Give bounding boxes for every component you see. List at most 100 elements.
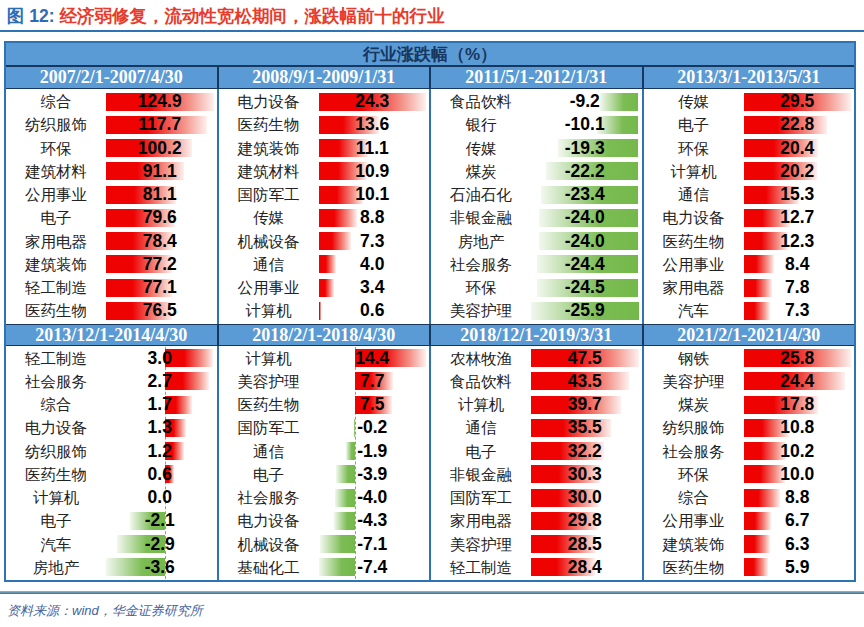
industry-name: 电力设备 [219,509,319,532]
bottom-divider [0,591,864,594]
industry-name: 轻工制造 [431,556,531,579]
industry-name: 石油石化 [431,183,531,206]
industry-name: 建筑装饰 [644,533,744,556]
bar-cell: 7.5 [319,393,427,416]
industry-name: 公用事业 [644,509,744,532]
value-label: 0.6 [319,299,427,322]
industry-row: 电子22.8 [644,113,855,136]
bar-cell: 17.8 [744,393,852,416]
industry-row: 计算机14.4 [219,347,430,370]
bar-cell: 39.7 [531,393,639,416]
industry-row: 计算机39.7 [431,393,642,416]
industry-row: 通信4.0 [219,253,430,276]
industry-name: 电子 [219,463,319,486]
value-label: 77.1 [106,276,214,299]
bar-cell: 91.1 [106,160,214,183]
bar-cell: 35.5 [531,416,639,439]
industry-row: 电子-2.1 [6,509,217,532]
bar-cell: 12.7 [744,206,852,229]
industry-name: 房地产 [431,230,531,253]
industry-name: 汽车 [644,299,744,322]
industry-name: 医药生物 [644,556,744,579]
industry-row: 电子-3.9 [219,463,430,486]
industry-row: 轻工制造77.1 [6,276,217,299]
value-label: -22.2 [531,160,639,183]
bar-cell: -4.3 [319,509,427,532]
industry-row: 食品饮料-9.2 [431,90,642,113]
industry-name: 环保 [644,137,744,160]
bar-cell: 7.7 [319,370,427,393]
bar-cell: -7.4 [319,556,427,579]
bar-cell: 10.1 [319,183,427,206]
value-label: 47.5 [531,347,639,370]
value-label: 124.9 [106,90,214,113]
industry-name: 汽车 [6,533,106,556]
industry-name: 综合 [6,90,106,113]
bar-cell: 8.8 [744,486,852,509]
industry-row: 农林牧渔47.5 [431,347,642,370]
industry-name: 家用电器 [431,509,531,532]
figure-title-text: 经济弱修复，流动性宽松期间，涨跌幅前十的行业 [60,6,445,26]
industry-name: 通信 [431,416,531,439]
industry-row: 煤炭-22.2 [431,160,642,183]
bar-cell: -22.2 [531,160,639,183]
industry-name: 国防军工 [219,183,319,206]
industry-name: 通信 [644,183,744,206]
bar-cell: 77.2 [106,253,214,276]
industry-name: 纺织服饰 [644,416,744,439]
industry-name: 钢铁 [644,347,744,370]
industry-name: 食品饮料 [431,370,531,393]
bar-cell: 78.4 [106,230,214,253]
value-label: 17.8 [744,393,852,416]
industry-name: 社会服务 [644,440,744,463]
value-label: 11.1 [319,137,427,160]
value-label: 1.3 [106,416,214,439]
bar-cell: -24.5 [531,276,639,299]
value-label: 7.3 [744,299,852,322]
value-label: 28.4 [531,556,639,579]
value-label: 7.5 [319,393,427,416]
value-label: 12.7 [744,206,852,229]
industry-name: 纺织服饰 [6,113,106,136]
value-label: 30.0 [531,486,639,509]
value-label: -7.1 [319,533,427,556]
industry-row: 建筑材料10.9 [219,160,430,183]
industry-name: 计算机 [644,160,744,183]
chart-panel: 综合124.9纺织服饰117.7环保100.2建筑材料91.1公用事业81.1电… [6,89,219,324]
bar-cell: -23.4 [531,183,639,206]
value-label: -7.4 [319,556,427,579]
bar-cell: 3.0 [106,347,214,370]
industry-row: 环保100.2 [6,137,217,160]
industry-row: 社会服务-24.4 [431,253,642,276]
industry-name: 非银金融 [431,206,531,229]
industry-row: 电力设备24.3 [219,90,430,113]
industry-name: 传媒 [644,90,744,113]
period-header: 2018/2/1-2018/4/30 [219,325,432,345]
value-label: 10.1 [319,183,427,206]
industry-name: 医药生物 [219,113,319,136]
bar-cell: 79.6 [106,206,214,229]
industry-row: 医药生物0.6 [6,463,217,486]
bar-cell: 20.4 [744,137,852,160]
value-label: 10.0 [744,463,852,486]
table-block-bottom: 2013/12/1-2014/4/302018/2/1-2018/4/30201… [6,324,854,581]
bar-cell: -24.4 [531,253,639,276]
industry-row: 国防军工30.0 [431,486,642,509]
bar-cell: 24.3 [319,90,427,113]
value-label: -10.1 [531,113,639,136]
industry-name: 计算机 [431,393,531,416]
value-label: 15.3 [744,183,852,206]
bar-cell: 81.1 [106,183,214,206]
value-label: 29.5 [744,90,852,113]
bar-cell: -2.9 [106,533,214,556]
industry-name: 医药生物 [6,299,106,322]
bar-cell: 29.5 [744,90,852,113]
industry-row: 通信-1.9 [219,440,430,463]
industry-name: 电力设备 [219,90,319,113]
bar-cell: 15.3 [744,183,852,206]
industry-row: 机械设备7.3 [219,230,430,253]
industry-row: 建筑装饰77.2 [6,253,217,276]
value-label: -24.0 [531,230,639,253]
industry-name: 社会服务 [6,370,106,393]
bar-cell: 117.7 [106,113,214,136]
